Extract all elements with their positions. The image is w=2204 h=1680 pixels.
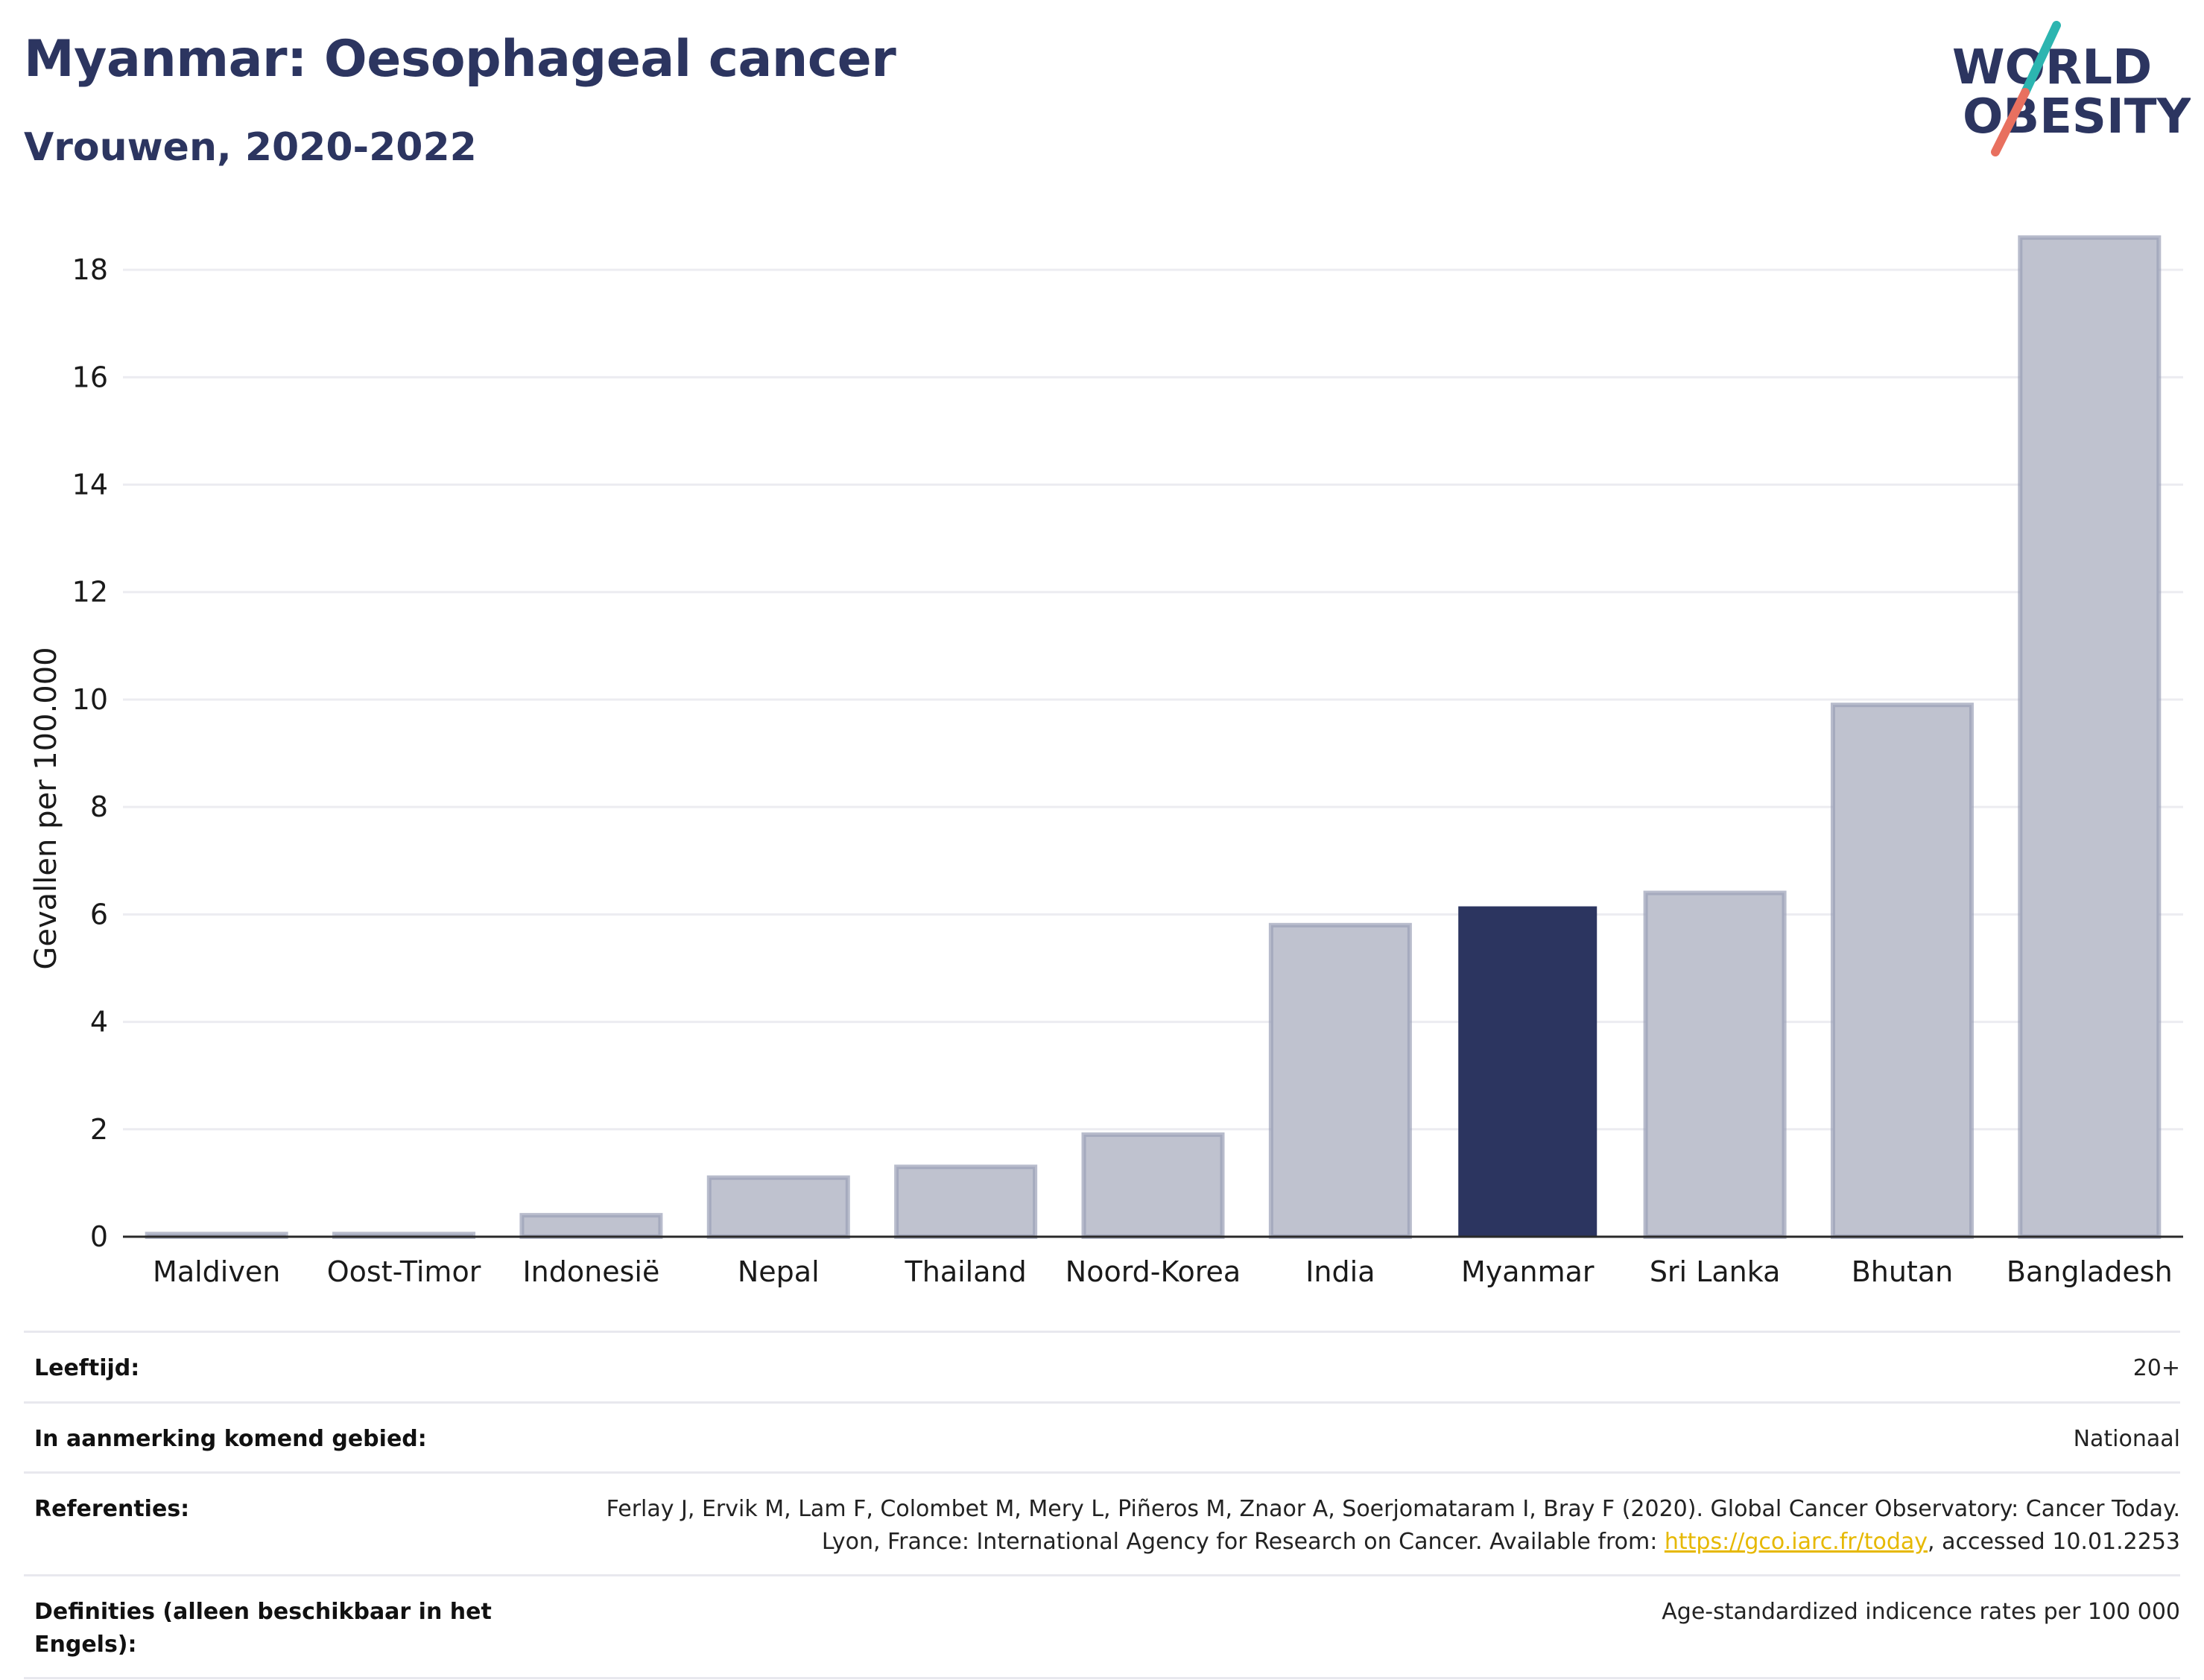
chart-title: Myanmar: Oesophageal cancer — [24, 30, 896, 89]
meta-row-references: Referenties: Ferlay J, Ervik M, Lam F, C… — [24, 1471, 2180, 1574]
x-tick-label: Bangladesh — [2007, 1255, 2173, 1288]
x-tick-label: Indonesië — [522, 1255, 659, 1288]
logo-slash-top — [2021, 21, 2061, 97]
x-tick-label: Nepal — [738, 1255, 820, 1288]
bar-nepal[interactable] — [706, 1175, 850, 1239]
x-tick-label: Sri Lanka — [1650, 1255, 1781, 1288]
reference-accessed: , accessed 10.01.2253 — [1928, 1528, 2180, 1555]
meta-value-definitions: Age-standardized indicence rates per 100… — [1662, 1599, 2180, 1625]
x-tick-label: Myanmar — [1461, 1255, 1595, 1288]
x-tick-label: Noord-Korea — [1065, 1255, 1241, 1288]
x-tick-label: Oost-Timor — [327, 1255, 481, 1288]
x-tick-label: India — [1305, 1255, 1375, 1288]
y-tick-label: 16 — [72, 361, 108, 393]
metadata-table: Leeftijd: 20+ In aanmerking komend gebie… — [24, 1331, 2180, 1679]
x-tick-label: Maldiven — [153, 1255, 280, 1288]
x-tick-label: Thailand — [905, 1255, 1027, 1288]
logo-text-world: WORLD — [1952, 40, 2152, 95]
meta-value-region: Nationaal — [2073, 1425, 2180, 1452]
y-tick-label: 4 — [90, 1006, 108, 1039]
bar-bangladesh[interactable] — [2018, 235, 2162, 1239]
world-obesity-logo: WORLD OBESITY — [1952, 21, 2191, 156]
y-tick-labels: 0 2 4 6 8 10 12 14 16 18 — [72, 253, 108, 1253]
x-tick-label: Bhutan — [1852, 1255, 1954, 1288]
meta-value-age: 20+ — [2132, 1355, 2180, 1381]
meta-label-region: In aanmerking komend gebied: — [34, 1425, 427, 1452]
reference-text: Ferlay J, Ervik M, Lam F, Colombet M, Me… — [606, 1496, 2180, 1555]
y-tick-label: 12 — [72, 576, 108, 609]
meta-label-definitions: Definities (alleen beschikbaar in het En… — [34, 1599, 492, 1658]
meta-label-age: Leeftijd: — [34, 1355, 140, 1381]
bar-sri-lanka[interactable] — [1643, 890, 1787, 1239]
logo-text-obesity: OBESITY — [1963, 89, 2191, 145]
y-tick-label: 10 — [72, 683, 108, 716]
x-tick-labels: Maldiven Oost-Timor Indonesië Nepal Thailand… — [153, 1255, 2173, 1288]
y-tick-label: 2 — [90, 1113, 108, 1146]
grid-lines — [123, 268, 2183, 1131]
y-tick-label: 18 — [72, 253, 108, 286]
bar-india[interactable] — [1268, 922, 1412, 1240]
y-tick-label: 0 — [90, 1220, 108, 1253]
bar-myanmar[interactable] — [1458, 906, 1597, 1237]
y-axis-title: Gevallen per 100.000 — [29, 647, 63, 969]
meta-row-definitions: Definities (alleen beschikbaar in het En… — [24, 1574, 2180, 1679]
meta-row-region: In aanmerking komend gebied: Nationaal — [24, 1401, 2180, 1472]
meta-value-references: Ferlay J, Ervik M, Lam F, Colombet M, Me… — [578, 1493, 2180, 1558]
bar-bhutan[interactable] — [1830, 703, 1974, 1239]
reference-link[interactable]: https://gco.iarc.fr/today — [1664, 1528, 1928, 1555]
y-tick-label: 14 — [72, 469, 108, 501]
bar-thailand[interactable] — [894, 1164, 1038, 1240]
meta-label-references: Referenties: — [34, 1496, 190, 1522]
meta-row-age: Leeftijd: 20+ — [24, 1331, 2180, 1401]
y-tick-label: 8 — [90, 790, 108, 823]
bars — [145, 235, 2162, 1240]
bar-chart: 0 2 4 6 8 10 12 14 16 18 Maldiven Oost-Timor Indone… — [29, 235, 2183, 1288]
bar-indonesi-[interactable] — [519, 1213, 663, 1239]
y-tick-label: 6 — [90, 898, 108, 931]
chart-subtitle: Vrouwen, 2020-2022 — [24, 125, 477, 170]
bar-noord-korea[interactable] — [1081, 1132, 1225, 1239]
logo-slash-bottom — [1991, 88, 2030, 156]
